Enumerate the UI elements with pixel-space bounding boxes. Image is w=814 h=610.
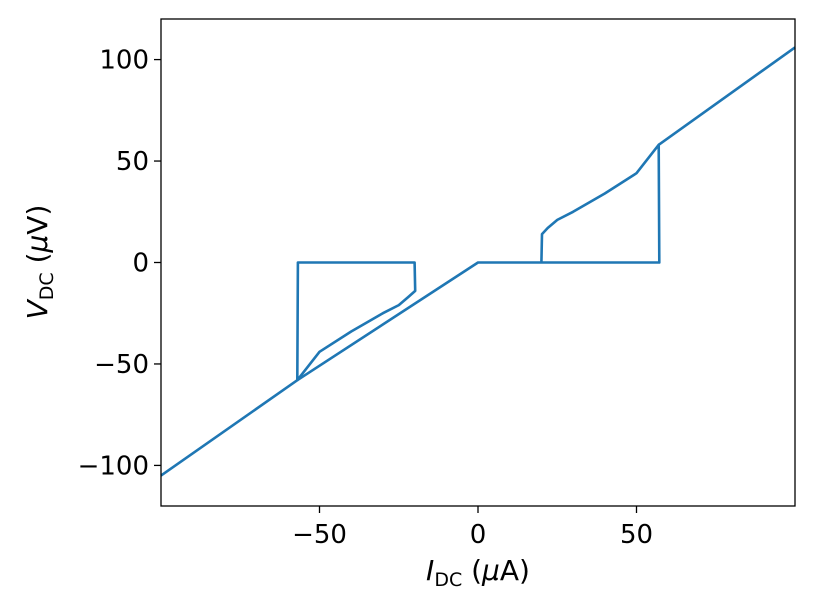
- y-tick-label: 0: [132, 249, 149, 279]
- y-tick-label: −50: [94, 350, 149, 380]
- x-tick-label: −50: [292, 520, 347, 550]
- y-tick-label: −100: [78, 451, 149, 481]
- x-tick-label: 50: [620, 520, 653, 550]
- series-line-2: [657, 46, 796, 146]
- y-axis: −100 −50 0 50 100: [78, 46, 161, 481]
- series-line-0: [160, 261, 417, 477]
- plot-lines: [160, 46, 796, 477]
- x-axis: −50 0 50: [292, 506, 653, 550]
- y-axis-label: VDC (μV): [21, 205, 58, 320]
- x-tick-label: 0: [470, 520, 487, 550]
- series-line-1: [296, 143, 661, 382]
- x-axis-label: IDC (μA): [426, 554, 530, 591]
- y-tick-label: 50: [116, 147, 149, 177]
- y-tick-label: 100: [99, 46, 149, 76]
